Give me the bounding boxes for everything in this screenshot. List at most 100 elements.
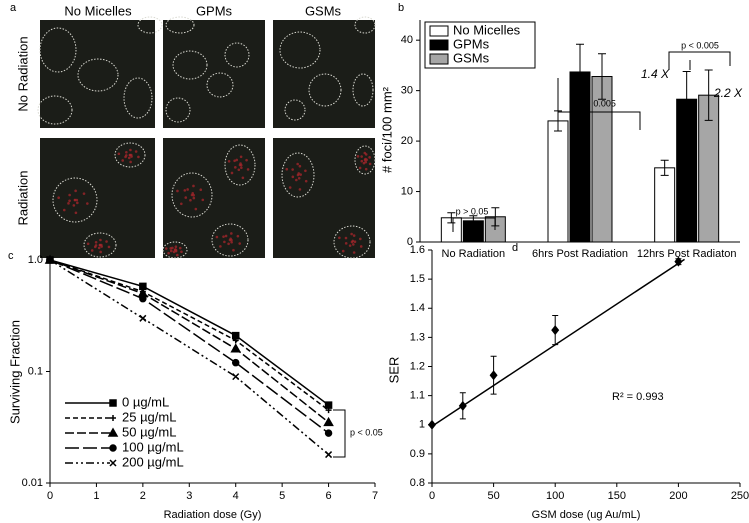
focus xyxy=(180,250,183,254)
y-tick-label: 0.01 xyxy=(22,477,43,489)
y-tick-label: 1.2 xyxy=(410,360,425,372)
focus xyxy=(167,251,170,255)
focus xyxy=(124,155,127,159)
point xyxy=(551,325,560,336)
x-tick-label: 12hrs Post Radiaton xyxy=(637,248,737,260)
marker xyxy=(231,358,240,367)
focus xyxy=(352,251,356,254)
line xyxy=(49,259,330,423)
micrograph xyxy=(163,138,265,258)
nucleus-outline xyxy=(114,142,146,168)
focus xyxy=(291,168,294,171)
y-axis-label: # foci/100 mm² xyxy=(379,86,394,173)
legend-label: 25 µg/mL xyxy=(122,409,176,424)
nucleus-outline xyxy=(171,172,213,218)
focus xyxy=(222,235,225,238)
focus xyxy=(353,240,357,243)
x-tick-label: 50 xyxy=(487,490,499,502)
legend-swatch xyxy=(429,25,449,37)
focus xyxy=(358,166,362,170)
legend-label: 100 µg/mL xyxy=(122,439,184,454)
y-tick-label: 0 xyxy=(407,236,413,248)
focus xyxy=(67,202,70,205)
focus xyxy=(368,156,371,159)
nucleus-outline xyxy=(137,16,163,34)
bracket xyxy=(668,51,731,70)
legend-label: GSMs xyxy=(453,50,490,65)
nucleus-outline xyxy=(37,95,73,125)
x-tick-label: 100 xyxy=(546,490,564,502)
focus xyxy=(241,176,245,180)
focus xyxy=(137,155,140,159)
focus xyxy=(299,173,302,176)
nucleus-outline xyxy=(123,77,153,119)
micrograph xyxy=(163,20,265,128)
marker xyxy=(324,401,333,409)
focus xyxy=(359,237,362,241)
focus xyxy=(230,232,233,235)
x-tick-label: 1 xyxy=(93,490,99,502)
x-tick-label: 0 xyxy=(47,490,53,502)
focus xyxy=(180,202,183,206)
marker xyxy=(325,407,332,414)
focus xyxy=(192,184,195,188)
focus xyxy=(129,148,132,152)
focus xyxy=(348,244,352,247)
focus xyxy=(169,249,173,253)
bracket xyxy=(452,217,496,232)
y-tick-label: 0.9 xyxy=(410,448,425,460)
focus xyxy=(94,240,98,244)
focus xyxy=(175,253,179,257)
y-axis-label: Surviving Fraction xyxy=(7,320,22,424)
nucleus-outline xyxy=(77,58,119,92)
focus xyxy=(362,161,366,165)
x-tick-label: 0 xyxy=(429,490,435,502)
micrograph xyxy=(40,20,155,128)
error-bar xyxy=(598,53,606,100)
focus xyxy=(359,245,363,248)
focus xyxy=(62,208,66,212)
bar xyxy=(547,120,569,243)
panel-letter: b xyxy=(398,2,404,14)
error-bar xyxy=(447,212,456,224)
line xyxy=(49,259,330,406)
focus xyxy=(238,242,242,245)
focus xyxy=(201,198,205,202)
focus xyxy=(291,175,295,179)
y-tick-label: 30 xyxy=(401,85,413,97)
marker xyxy=(139,282,147,291)
x-tick-label: 5 xyxy=(279,490,285,502)
nucleus-outline xyxy=(52,177,98,223)
focus xyxy=(246,168,250,171)
focus xyxy=(199,188,203,191)
x-axis-label: Radiation dose (Gy) xyxy=(164,509,262,521)
y-axis-label: SER xyxy=(386,357,401,384)
error-bar xyxy=(576,43,584,101)
marker xyxy=(323,416,334,427)
point xyxy=(674,256,683,267)
legend-marker xyxy=(109,459,117,467)
nucleus-outline xyxy=(279,31,321,69)
legend-marker xyxy=(107,427,119,437)
nucleus-outline xyxy=(206,72,234,98)
focus xyxy=(194,207,198,211)
focus xyxy=(183,189,187,192)
annotation: p < 0.005 xyxy=(681,40,719,50)
focus xyxy=(184,196,188,199)
focus xyxy=(93,245,97,249)
micrograph xyxy=(273,20,375,128)
y-tick-label: 10 xyxy=(401,185,413,197)
focus xyxy=(239,162,242,165)
focus xyxy=(169,247,172,250)
y-tick-label: 1.6 xyxy=(410,244,425,256)
legend-label: 200 µg/mL xyxy=(122,454,184,469)
nucleus-outline xyxy=(284,99,306,121)
focus xyxy=(341,249,345,253)
x-tick-label: 6hrs Post Radiation xyxy=(532,248,628,260)
focus xyxy=(125,150,128,154)
nucleus-outline xyxy=(211,223,249,257)
row-label: Radiation xyxy=(15,171,30,226)
y-tick-label: 1.5 xyxy=(410,273,425,285)
focus xyxy=(304,179,308,183)
y-tick-label: 1.1 xyxy=(410,390,425,402)
